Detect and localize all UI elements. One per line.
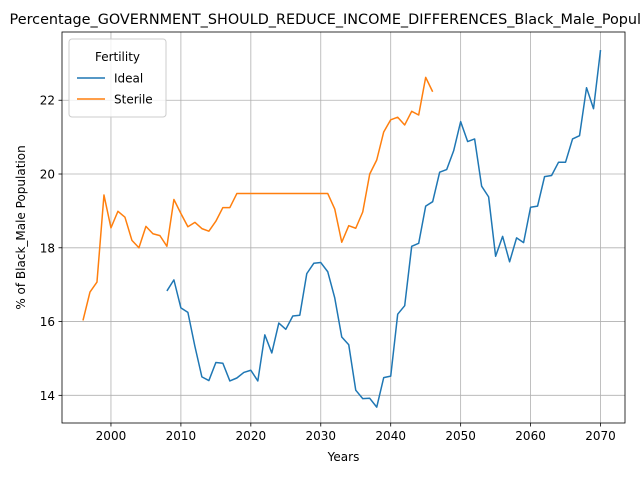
chart-title: Percentage_GOVERNMENT_SHOULD_REDUCE_INCO… <box>10 12 640 28</box>
legend-label-sterile: Sterile <box>114 93 153 107</box>
x-tick-label: 2050 <box>445 429 476 443</box>
x-axis: 2000 2010 2020 2030 2040 2050 2060 2070 <box>96 423 616 443</box>
series-line-ideal <box>166 49 602 408</box>
x-tick-label: 2020 <box>236 429 267 443</box>
y-tick-label: 16 <box>40 315 55 329</box>
legend-label-ideal: Ideal <box>114 72 143 86</box>
legend-items: Ideal Sterile <box>77 72 153 107</box>
y-axis: 14 16 18 20 22 <box>40 94 62 403</box>
x-tick-label: 2040 <box>375 429 406 443</box>
x-tick-label: 2000 <box>96 429 127 443</box>
legend-title: Fertility <box>95 50 140 64</box>
x-axis-label: Years <box>327 450 360 464</box>
x-tick-label: 2060 <box>515 429 546 443</box>
y-axis-label: % of Black_Male Population <box>14 145 28 309</box>
x-tick-label: 2070 <box>585 429 616 443</box>
y-tick-label: 14 <box>40 389 55 403</box>
legend-box <box>68 38 167 118</box>
x-tick-label: 2010 <box>166 429 197 443</box>
y-tick-label: 22 <box>40 94 55 108</box>
series-lines <box>82 49 602 408</box>
grid-lines <box>62 32 625 423</box>
y-tick-label: 20 <box>40 168 55 182</box>
legend: Fertility Ideal Sterile <box>68 38 167 118</box>
plot-frame <box>61 31 626 424</box>
x-tick-label: 2030 <box>305 429 336 443</box>
y-tick-label: 18 <box>40 241 55 255</box>
series-line-sterile <box>82 76 434 321</box>
